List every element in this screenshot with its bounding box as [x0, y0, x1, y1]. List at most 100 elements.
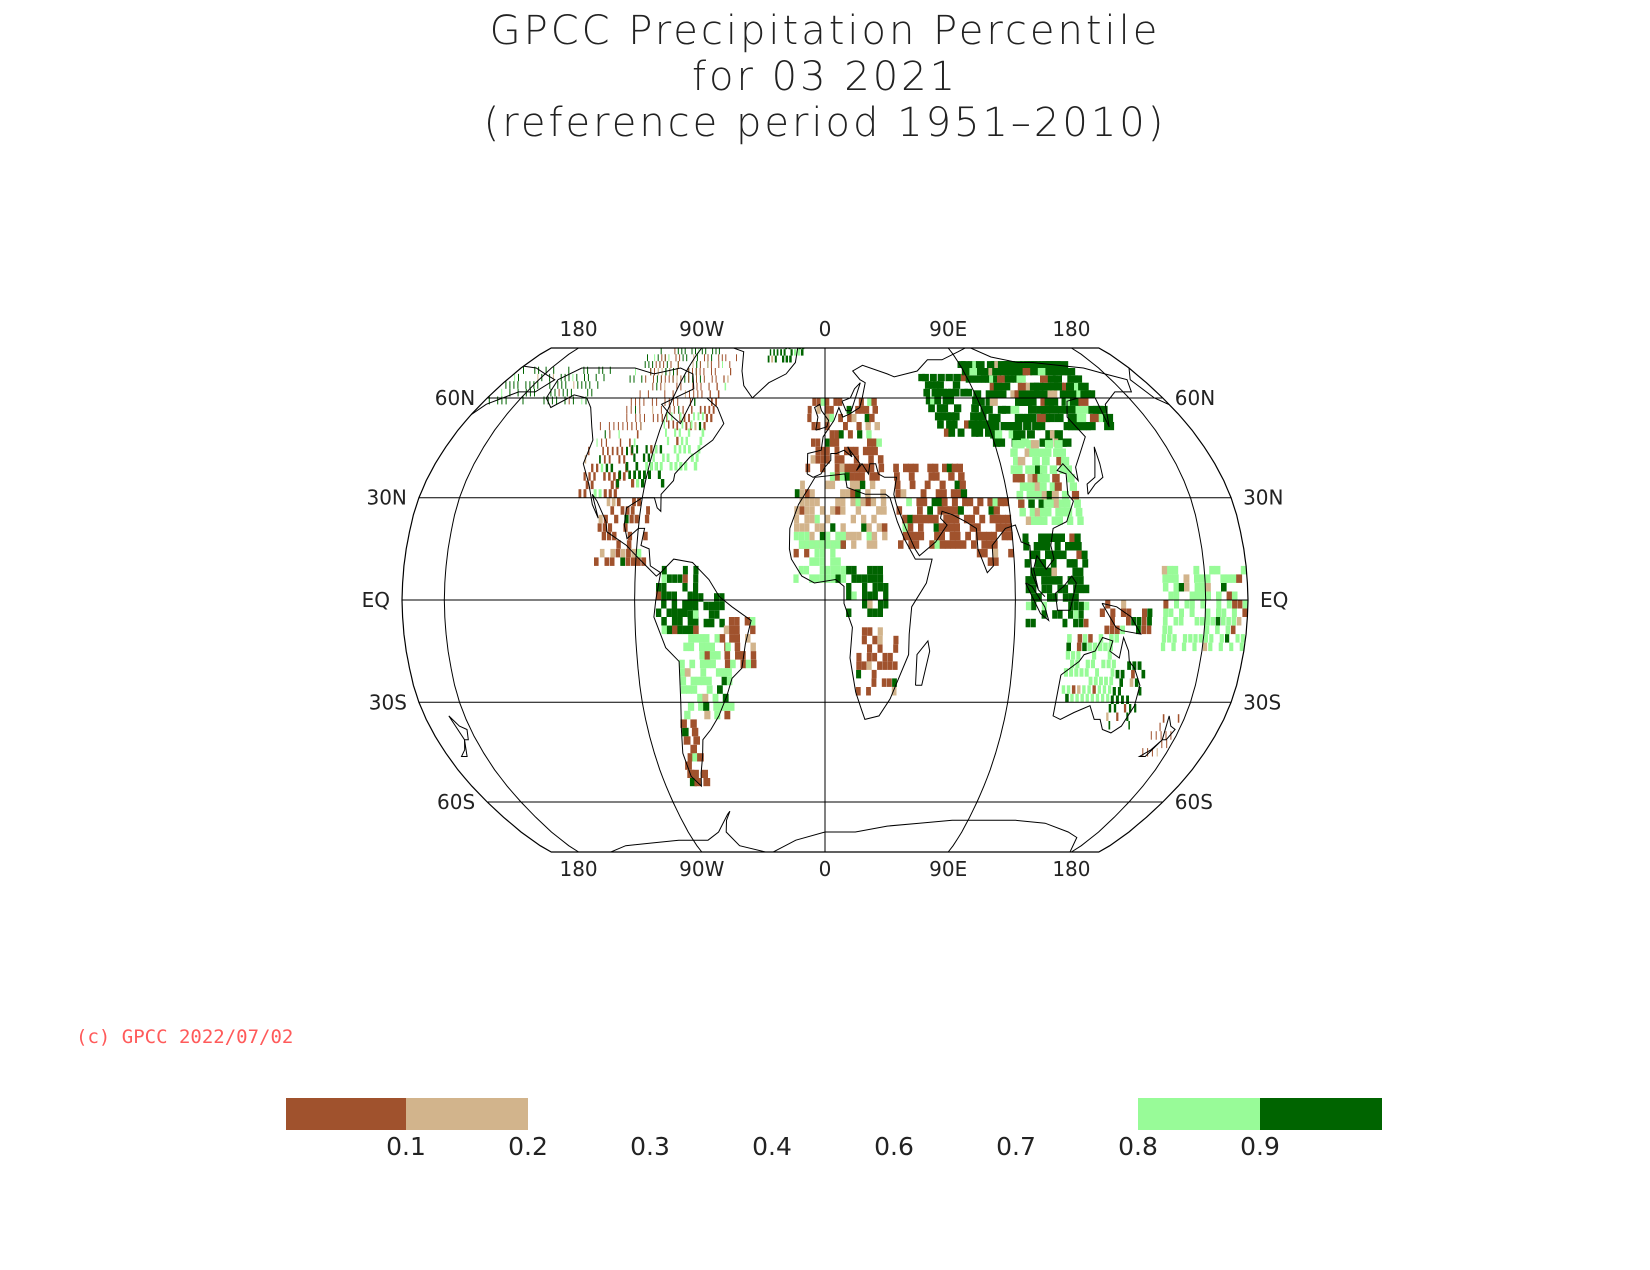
percentile-cell — [534, 366, 536, 374]
percentile-cell — [547, 396, 549, 405]
percentile-cell — [1060, 507, 1067, 517]
percentile-cell — [1068, 593, 1074, 602]
percentile-cell — [671, 600, 678, 609]
percentile-cell — [610, 480, 614, 490]
percentile-cell — [1016, 490, 1024, 500]
percentile-cell — [703, 601, 709, 611]
percentile-cell — [1055, 550, 1062, 560]
percentile-cell — [846, 583, 852, 592]
percentile-cell — [678, 445, 682, 454]
percentile-cell — [655, 591, 662, 600]
percentile-cell — [880, 497, 887, 507]
percentile-cell — [1171, 642, 1176, 652]
percentile-cell — [834, 446, 840, 456]
percentile-cell — [814, 523, 820, 532]
percentile-cell — [1049, 465, 1058, 474]
percentile-cell — [1183, 574, 1190, 583]
meridian-line — [947, 347, 1016, 853]
percentile-cell — [977, 420, 985, 429]
percentile-cell — [1010, 448, 1018, 457]
percentile-cell — [856, 652, 862, 662]
percentile-cell — [711, 368, 712, 376]
percentile-cell — [560, 373, 562, 382]
percentile-cell — [1041, 490, 1049, 500]
percentile-cell — [1226, 600, 1232, 609]
percentile-cell — [581, 396, 583, 405]
percentile-cell — [1141, 669, 1146, 679]
percentile-cell — [932, 381, 940, 389]
percentile-cell — [1020, 438, 1029, 447]
percentile-cell — [703, 702, 710, 711]
lon-label-bottom: 180 — [1052, 857, 1090, 881]
percentile-cell — [583, 366, 585, 374]
percentile-cell — [1184, 600, 1190, 609]
percentile-cell — [1065, 651, 1071, 660]
percentile-cell — [1050, 559, 1057, 568]
percentile-cell — [1046, 576, 1053, 585]
percentile-cell — [543, 396, 545, 405]
percentile-cell — [844, 446, 850, 456]
percentile-cell — [625, 506, 630, 515]
percentile-cell — [1221, 583, 1227, 592]
percentile-cell — [1097, 642, 1103, 652]
percentile-cell — [925, 396, 933, 405]
percentile-cell — [877, 635, 883, 645]
percentile-cell — [830, 548, 836, 558]
percentile-cell — [1041, 516, 1048, 525]
percentile-cell — [1111, 659, 1116, 669]
percentile-cell — [1035, 465, 1043, 474]
percentile-cell — [656, 375, 658, 383]
percentile-cell — [583, 472, 586, 481]
percentile-cell — [957, 506, 964, 515]
percentile-cell — [1006, 531, 1013, 541]
percentile-cell — [631, 445, 634, 454]
percentile-cell — [712, 405, 715, 414]
percentile-cell — [714, 601, 720, 611]
percentile-cell — [876, 438, 882, 447]
percentile-cell — [1071, 375, 1083, 383]
percentile-cell — [677, 348, 679, 355]
percentile-cell — [1078, 576, 1084, 585]
percentile-cell — [724, 382, 727, 391]
percentile-cell — [1200, 591, 1206, 600]
percentile-cell — [1053, 533, 1060, 542]
percentile-cell — [626, 446, 628, 456]
percentile-cell — [796, 338, 798, 343]
percentile-cell — [1205, 591, 1211, 600]
percentile-cell — [625, 462, 629, 471]
percentile-cell — [859, 463, 865, 473]
percentile-cell — [509, 388, 511, 397]
percentile-cell — [809, 497, 815, 507]
percentile-cell — [1098, 634, 1104, 643]
percentile-cell — [663, 361, 665, 368]
percentile-cell — [975, 361, 985, 368]
percentile-cell — [662, 453, 665, 462]
percentile-cell — [1168, 591, 1174, 600]
percentile-cell — [992, 548, 999, 558]
percentile-cell — [610, 548, 616, 558]
percentile-cell — [633, 470, 636, 479]
percentile-cell — [961, 368, 970, 376]
percentile-cell — [1106, 659, 1111, 669]
percentile-cell — [934, 412, 942, 421]
percentile-cell — [684, 348, 686, 355]
percentile-cell — [1031, 516, 1038, 525]
graticule — [402, 347, 1248, 853]
percentile-cell — [855, 497, 861, 507]
percentile-cell — [719, 634, 726, 643]
percentile-cell — [965, 531, 971, 541]
percentile-cell — [1053, 368, 1064, 376]
percentile-cell — [715, 668, 722, 677]
percentile-cell — [682, 608, 688, 617]
percentile-cell — [601, 531, 606, 541]
percentile-cell — [712, 693, 719, 703]
percentile-cell — [829, 472, 835, 481]
percentile-cell — [944, 540, 951, 549]
percentile-cell — [708, 405, 711, 414]
percentile-cell — [1116, 712, 1119, 721]
percentile-cell — [1041, 610, 1047, 619]
percentile-cell — [693, 565, 699, 575]
percentile-cell — [916, 497, 923, 507]
percentile-cell — [690, 342, 691, 348]
percentile-cell — [793, 531, 799, 541]
